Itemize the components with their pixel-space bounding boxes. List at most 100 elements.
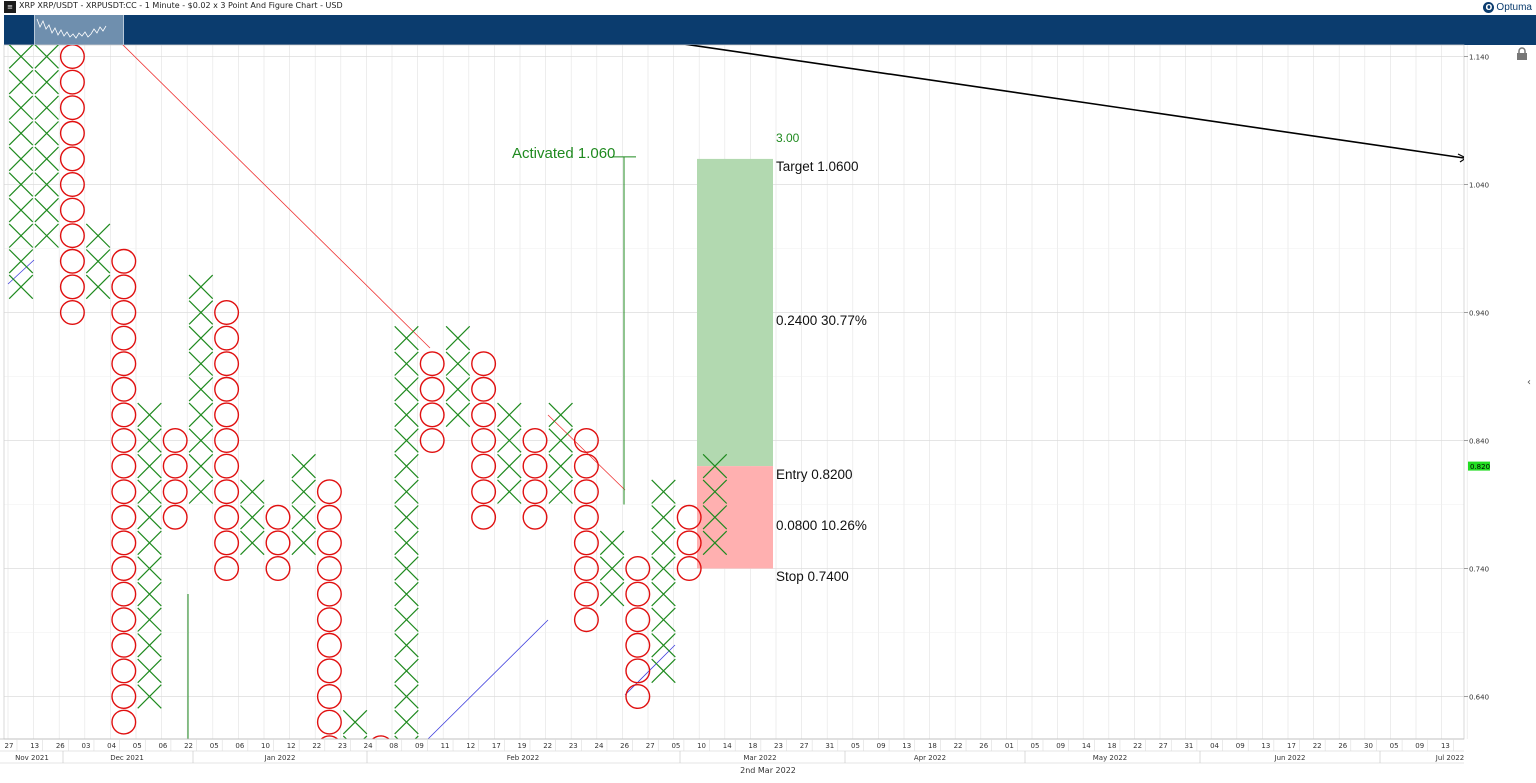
date-tick-label: 27 xyxy=(646,742,655,750)
month-tick-label: May 2022 xyxy=(1093,754,1128,762)
navigator-window-handle[interactable] xyxy=(34,15,124,45)
o-box xyxy=(316,556,342,582)
o-box xyxy=(265,504,291,530)
collapse-panel-icon[interactable]: ‹ xyxy=(1527,377,1531,388)
x-box xyxy=(137,479,162,504)
last-price-label: 0.820 xyxy=(1470,463,1490,471)
date-tick-label: 22 xyxy=(954,742,963,750)
resistance-trendline xyxy=(122,45,431,349)
date-tick-label: 22 xyxy=(312,742,321,750)
date-tick-label: 17 xyxy=(492,742,501,750)
x-box xyxy=(651,581,676,607)
x-box xyxy=(8,69,34,95)
o-box xyxy=(265,530,291,556)
date-tick-label: 10 xyxy=(697,742,706,750)
o-box xyxy=(59,45,85,69)
date-tick-label: 13 xyxy=(30,742,39,750)
x-box xyxy=(548,428,573,453)
x-box xyxy=(291,479,316,504)
x-box xyxy=(445,351,471,376)
o-box xyxy=(419,428,445,454)
x-box xyxy=(8,121,34,146)
o-box xyxy=(111,658,137,684)
x-box xyxy=(548,453,573,479)
risk-label: 0.0800 10.26% xyxy=(776,518,867,533)
entry-label: Entry 0.8200 xyxy=(776,467,853,482)
o-box xyxy=(59,223,85,249)
date-tick-label: 05 xyxy=(851,742,860,750)
o-box xyxy=(111,607,137,633)
y-tick-label: 0.740 xyxy=(1469,566,1489,574)
current-date-label: 2nd Mar 2022 xyxy=(740,766,796,775)
x-box xyxy=(8,274,34,300)
x-box xyxy=(497,428,522,453)
target-zone xyxy=(697,158,773,467)
month-tick-label: Feb 2022 xyxy=(507,754,539,762)
month-tick-label: Jun 2022 xyxy=(1274,754,1306,762)
date-tick-label: 13 xyxy=(902,742,911,750)
lock-icon[interactable] xyxy=(1516,46,1528,60)
x-box xyxy=(34,197,59,223)
o-box xyxy=(471,402,497,428)
o-box xyxy=(316,684,342,710)
o-box xyxy=(214,376,240,402)
x-box xyxy=(394,633,419,658)
app-menu-icon[interactable]: ≡ xyxy=(4,1,16,13)
reward-label: 0.2400 30.77% xyxy=(776,313,867,328)
x-box xyxy=(34,95,59,120)
x-box xyxy=(599,556,625,581)
timeline-navigator[interactable] xyxy=(4,15,1536,45)
stop-label: Stop 0.7400 xyxy=(776,569,849,584)
date-tick-label: 31 xyxy=(825,742,834,750)
date-tick-label: 05 xyxy=(1031,742,1040,750)
date-tick-label: 27 xyxy=(800,742,809,750)
o-box xyxy=(625,581,651,607)
date-tick-label: 09 xyxy=(415,742,424,750)
o-box xyxy=(59,197,85,223)
date-tick-label: 06 xyxy=(235,742,244,750)
x-box xyxy=(240,479,265,504)
o-box xyxy=(111,684,137,710)
o-box xyxy=(419,351,445,377)
x-box xyxy=(291,505,316,530)
x-box xyxy=(188,300,214,325)
o-box xyxy=(522,479,548,505)
x-box xyxy=(394,684,419,709)
x-box xyxy=(34,121,59,146)
date-tick-label: 04 xyxy=(107,742,116,750)
support-trendline-2 xyxy=(427,619,549,739)
x-box xyxy=(394,556,419,581)
x-box xyxy=(137,453,162,479)
date-tick-label: 26 xyxy=(56,742,65,750)
o-box xyxy=(522,504,548,530)
o-box xyxy=(111,248,137,274)
o-box xyxy=(59,95,85,121)
x-box xyxy=(137,556,162,581)
date-tick-label: 18 xyxy=(928,742,937,750)
x-box xyxy=(497,402,522,428)
date-tick-label: 03 xyxy=(81,742,90,750)
x-box xyxy=(137,581,162,607)
x-box xyxy=(497,479,522,504)
x-box xyxy=(137,428,162,453)
date-tick-label: 18 xyxy=(748,742,757,750)
x-box xyxy=(85,223,111,248)
o-box xyxy=(471,453,497,479)
o-box xyxy=(625,632,651,658)
x-box xyxy=(445,402,471,428)
o-box xyxy=(59,248,85,274)
date-tick-label: 05 xyxy=(671,742,680,750)
o-box xyxy=(214,504,240,530)
x-box xyxy=(394,709,419,735)
x-box xyxy=(702,530,728,556)
month-tick-label: Apr 2022 xyxy=(914,754,946,762)
x-box xyxy=(394,325,419,351)
o-box xyxy=(162,479,188,505)
o-box xyxy=(522,428,548,454)
date-tick-label: 05 xyxy=(210,742,219,750)
o-box xyxy=(162,428,188,454)
x-box xyxy=(188,325,214,351)
date-tick-label: 14 xyxy=(1082,742,1091,750)
o-box xyxy=(573,479,599,505)
